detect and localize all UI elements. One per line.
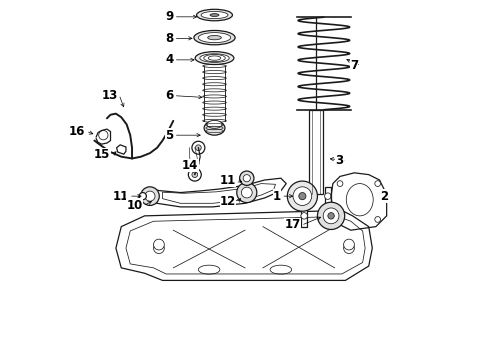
Ellipse shape [270, 265, 292, 274]
Ellipse shape [201, 12, 228, 19]
Text: 7: 7 [350, 59, 358, 72]
Ellipse shape [207, 121, 222, 129]
Circle shape [301, 193, 307, 199]
Circle shape [196, 145, 201, 150]
Text: 14: 14 [182, 159, 198, 172]
Ellipse shape [198, 265, 220, 274]
Circle shape [188, 168, 201, 181]
Text: 11: 11 [112, 190, 128, 203]
Circle shape [145, 191, 155, 201]
Text: 5: 5 [165, 129, 173, 142]
Circle shape [153, 239, 164, 250]
Text: 4: 4 [165, 53, 173, 66]
Text: 13: 13 [101, 89, 118, 102]
Circle shape [141, 187, 159, 206]
Circle shape [243, 175, 250, 182]
Circle shape [323, 208, 339, 224]
Ellipse shape [204, 121, 225, 135]
Circle shape [343, 239, 354, 250]
Ellipse shape [208, 36, 221, 40]
Circle shape [337, 181, 343, 186]
Text: 10: 10 [126, 199, 143, 212]
Text: 9: 9 [165, 10, 173, 23]
Ellipse shape [208, 56, 221, 60]
Ellipse shape [194, 31, 235, 45]
FancyBboxPatch shape [301, 187, 307, 226]
Circle shape [287, 181, 318, 211]
Circle shape [328, 213, 334, 219]
Text: 17: 17 [284, 218, 300, 231]
Ellipse shape [346, 184, 373, 216]
Circle shape [293, 187, 312, 206]
Circle shape [375, 217, 381, 222]
Text: 16: 16 [69, 125, 85, 138]
Circle shape [242, 187, 252, 198]
Circle shape [324, 213, 331, 219]
Circle shape [240, 171, 254, 185]
Circle shape [324, 193, 331, 199]
Circle shape [237, 183, 257, 203]
Circle shape [375, 181, 381, 186]
Ellipse shape [195, 51, 234, 64]
Text: 1: 1 [273, 190, 281, 203]
Ellipse shape [196, 9, 232, 21]
Ellipse shape [200, 54, 229, 62]
Text: 11: 11 [220, 174, 236, 186]
Circle shape [192, 141, 205, 154]
Circle shape [192, 172, 197, 177]
Ellipse shape [210, 14, 219, 17]
Text: 15: 15 [94, 148, 111, 161]
Circle shape [139, 193, 147, 200]
FancyBboxPatch shape [324, 187, 331, 226]
Text: 12: 12 [220, 195, 236, 208]
Ellipse shape [198, 33, 231, 42]
Circle shape [318, 202, 344, 229]
Text: 8: 8 [165, 32, 173, 45]
Circle shape [343, 243, 354, 253]
Text: 3: 3 [336, 154, 343, 167]
Circle shape [98, 131, 108, 140]
Circle shape [299, 193, 306, 200]
Text: 2: 2 [380, 190, 389, 203]
Circle shape [337, 217, 343, 222]
FancyBboxPatch shape [309, 110, 323, 194]
Text: 6: 6 [165, 89, 173, 102]
Circle shape [153, 243, 164, 253]
Circle shape [301, 213, 307, 219]
